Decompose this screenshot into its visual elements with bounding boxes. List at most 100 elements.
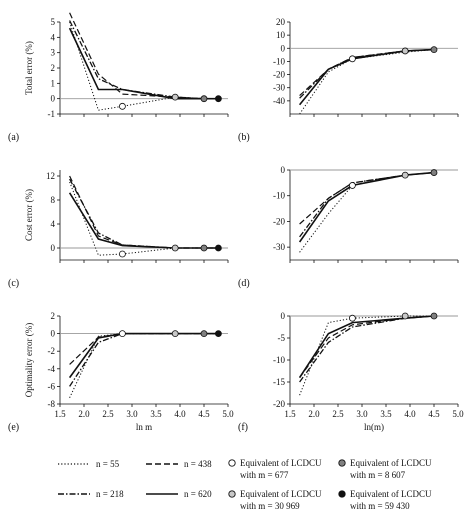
- legend-m59430-line1: Equivalent of LCDCU: [350, 489, 432, 499]
- panel-a-marker-light: [171, 93, 179, 101]
- panel-b-ytick-label: -40: [273, 96, 285, 106]
- legend-item-m8607: Equivalent of LCDCU with m = 8 607: [338, 458, 432, 480]
- panel-e-label: (e): [8, 422, 19, 433]
- panel-a-ytick-label: -1: [48, 109, 56, 119]
- panel-e-ytick-label: -8: [48, 399, 56, 409]
- panel-d-ytick-label: 0: [281, 165, 286, 175]
- panel-a-marker-black: [214, 95, 222, 103]
- panel-c-marker-white: [119, 250, 126, 258]
- panel-f-xtick-label: 4.5: [428, 409, 440, 419]
- panel-f-xtick-label: 2.0: [308, 409, 320, 419]
- panel-f-xlabel: ln(m): [364, 422, 384, 432]
- legend-marker-light: [228, 490, 236, 498]
- panel-d-marker-gray: [430, 169, 438, 176]
- legend-item-n55: n = 55: [58, 459, 120, 469]
- panel-f-xtick-label: 5.0: [452, 409, 464, 419]
- panel-f-series-n-620: [298, 315, 435, 379]
- panel-f-xtick-label: 1.5: [284, 409, 296, 419]
- panel-b-marker-gray: [430, 46, 438, 53]
- panel-e-marker-gray: [200, 330, 208, 338]
- panel-b-ytick-label: 10: [276, 30, 286, 40]
- panel-d-marker-light: [401, 171, 409, 179]
- panel-a-series-n-620: [68, 27, 219, 100]
- panel-e-ytick-label: -4: [48, 364, 56, 374]
- panel-c-marker-gray: [200, 244, 208, 252]
- panel-c-ytick-label: 8: [51, 195, 56, 205]
- panel-f-xtick-label: 3.5: [380, 409, 392, 419]
- panel-f-marker-gray: [430, 312, 438, 320]
- panel-f-series-n-218: [299, 315, 435, 383]
- panel-e-xtick-label: 3.0: [126, 409, 138, 419]
- panel-c: 0 4 8 12 Cost error (%) (c): [8, 170, 229, 289]
- panel-c-ytick-label: 0: [51, 243, 56, 253]
- legend-m677-line1: Equivalent of LCDCU: [240, 458, 322, 468]
- panel-d-marker-white: [348, 182, 356, 189]
- panel-e-ytick-label: -2: [48, 346, 56, 356]
- legend-m8607-line1: Equivalent of LCDCU: [350, 458, 432, 468]
- legend-label-n218: n = 218: [96, 489, 124, 499]
- panel-d-ytick-label: -30: [273, 242, 285, 252]
- panel-e-marker-white: [119, 330, 126, 338]
- panel-b-series-n-55: [299, 49, 435, 115]
- legend-item-n620: n = 620: [146, 489, 212, 499]
- panel-d-label: (d): [238, 278, 250, 289]
- panel-b-ytick-label: -10: [273, 56, 285, 66]
- panel-a-ylabel: Total error (%): [24, 41, 34, 95]
- panel-a-ytick-label: 0: [51, 94, 56, 104]
- legend-marker-gray: [338, 459, 346, 467]
- panel-c-ytick-label: 4: [51, 219, 56, 229]
- panel-d-series-n-620: [298, 171, 435, 243]
- panel-f-ytick-label: -15: [273, 377, 285, 387]
- panel-a-marker-white: [119, 102, 126, 110]
- panel-c-marker-black: [214, 244, 222, 252]
- panel-f-xtick-label: 3.0: [356, 409, 368, 419]
- legend-item-m30969: Equivalent of LCDCU with m = 30 969: [228, 489, 322, 511]
- panel-a-ytick-label: 5: [51, 17, 56, 27]
- panel-f-xtick-label: 4.0: [404, 409, 416, 419]
- panel-c-label: (c): [8, 278, 19, 289]
- panel-e-xtick-label: 3.5: [150, 409, 162, 419]
- panel-d-ytick-label: -20: [273, 216, 285, 226]
- panel-a: -1 0 1 2 3 4 5 Total error (%) (a): [8, 12, 229, 143]
- panel-e-xtick-label: 2.5: [102, 409, 114, 419]
- panel-f-xtick-label: 2.5: [332, 409, 344, 419]
- legend-label-n620: n = 620: [184, 489, 212, 499]
- panel-f-ytick-label: -10: [273, 355, 285, 365]
- panel-b-ytick-label: -30: [273, 83, 285, 93]
- panel-c-series-n-438: [69, 175, 219, 249]
- panel-e-ytick-label: -6: [48, 381, 56, 391]
- panel-e-series-n-620: [68, 332, 219, 379]
- panel-b-label: (b): [238, 132, 250, 143]
- panel-e-ytick-label: 2: [51, 311, 56, 321]
- panel-d: -30 -20 -10 0 (d): [238, 165, 459, 289]
- legend-label-n438: n = 438: [184, 459, 212, 469]
- legend-item-n218: n = 218: [58, 489, 124, 499]
- panel-a-label: (a): [8, 132, 19, 143]
- panel-a-series-n-438: [69, 12, 219, 100]
- panel-e-xtick-label: 5.0: [222, 409, 234, 419]
- panel-d-ytick-label: -10: [273, 191, 285, 201]
- panel-b-marker-white: [348, 55, 356, 63]
- panel-b: -40 -30 -20 -10 0 10 20 (b): [238, 17, 459, 143]
- legend: n = 55 n = 438 n = 218 n = 620 Equivalen…: [58, 458, 432, 511]
- panel-f-ytick-label: -20: [273, 399, 285, 409]
- legend-item-m677: Equivalent of LCDCU with m = 677: [228, 458, 322, 480]
- panel-b-ytick-label: -20: [273, 70, 285, 80]
- panel-f-marker-white: [348, 314, 356, 322]
- legend-m30969-line1: Equivalent of LCDCU: [240, 489, 322, 499]
- panel-e: -8 -6 -4 -2 0 2 1.5 2.0 2.5 3.0 3.5 4.0 4.5 5.0 Optima…: [8, 311, 234, 433]
- panel-f-ytick-label: -5: [278, 333, 286, 343]
- panel-c-ylabel: Cost error (%): [24, 189, 34, 241]
- panel-e-xlabel: ln m: [136, 422, 152, 432]
- panel-a-ytick-label: 1: [51, 78, 56, 88]
- panel-e-xtick-label: 4.5: [198, 409, 210, 419]
- panel-e-marker-light: [171, 330, 179, 338]
- panel-a-ytick-label: 4: [51, 32, 56, 42]
- panel-a-marker-gray: [200, 95, 208, 103]
- legend-item-n438: n = 438: [146, 459, 212, 469]
- panel-a-ytick-label: 2: [51, 63, 56, 73]
- panel-f: -20 -15 -10 -5 0 1.5 2.0 2.5 3.0 3.5 4.0 4.5 5.0 ln(m…: [238, 311, 464, 433]
- panel-e-xtick-label: 2.0: [78, 409, 90, 419]
